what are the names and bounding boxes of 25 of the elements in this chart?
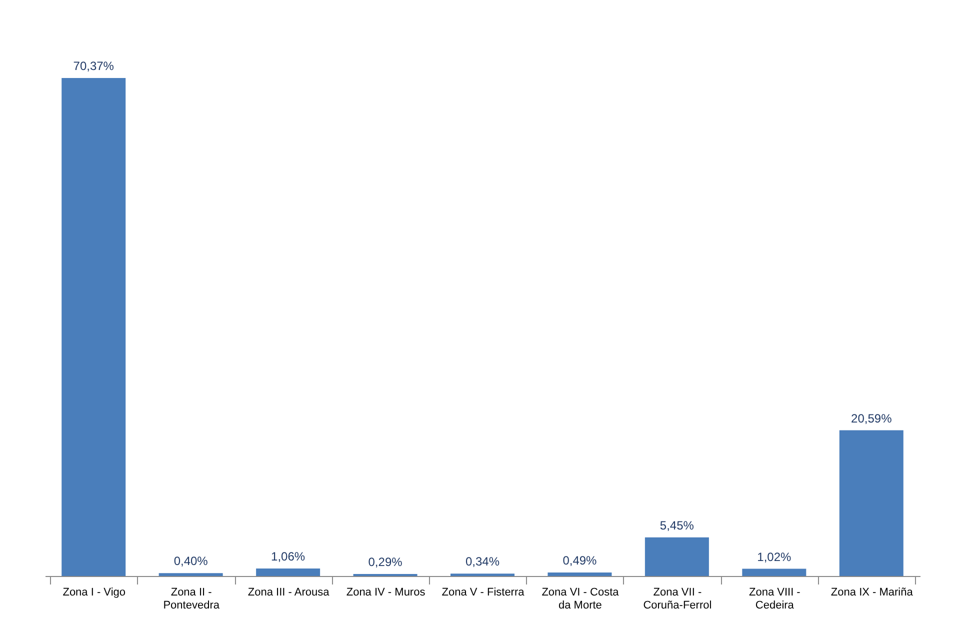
x-tick-label: Zona VIII - Cedeira bbox=[748, 586, 801, 612]
data-label: 0,40% bbox=[174, 554, 208, 568]
data-label: 1,06% bbox=[271, 550, 306, 564]
bar bbox=[256, 568, 320, 576]
bar bbox=[62, 78, 126, 576]
x-tick-label: Zona IX - Mariña bbox=[830, 586, 914, 598]
data-label: 20,59% bbox=[851, 411, 892, 426]
x-tick-label: Zona V - Fisterra bbox=[442, 586, 526, 598]
bar bbox=[839, 430, 904, 576]
bar bbox=[548, 572, 612, 576]
bar bbox=[158, 573, 223, 576]
data-label: 0,29% bbox=[368, 554, 403, 569]
x-tick-label: Zona III - Arousa bbox=[248, 586, 330, 598]
data-label: 0,49% bbox=[562, 554, 598, 568]
x-tick-label: Zona VII - Coruña-Ferrol bbox=[643, 586, 712, 612]
x-tick-label: Zona VI - Costa da Morte bbox=[542, 586, 620, 612]
x-tick-label: Zona IV - Muros bbox=[346, 586, 426, 598]
bar bbox=[644, 537, 709, 576]
data-label: 1,02% bbox=[757, 550, 792, 564]
data-label: 0,34% bbox=[465, 554, 500, 569]
x-tick-label: Zona I - Vigo bbox=[62, 586, 126, 598]
data-label: 70,37% bbox=[73, 59, 114, 73]
data-label: 5,45% bbox=[660, 518, 694, 532]
x-tick-label: Zona II - Pontevedra bbox=[163, 586, 220, 612]
bar bbox=[742, 568, 806, 576]
